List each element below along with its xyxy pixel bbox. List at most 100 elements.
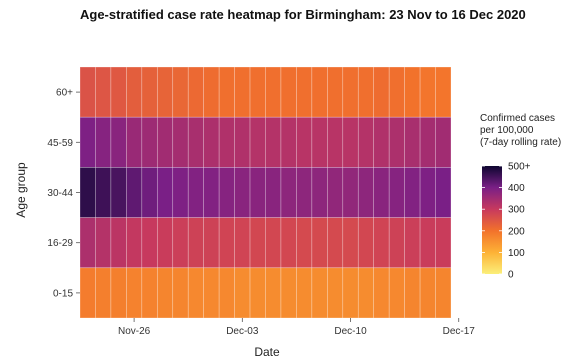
heatmap-cell [126,66,143,118]
heatmap-cell [126,217,143,269]
heatmap-cell [218,167,235,218]
heatmap-cell [172,267,189,319]
heatmap-cell [79,167,96,218]
heatmap-cell [280,66,297,118]
heatmap-cell [187,167,204,218]
heatmap-cell [435,267,452,319]
legend-label: 300 [508,205,525,216]
heatmap-cell [311,167,328,218]
heatmap-cell [296,167,313,218]
heatmap-cell [172,116,189,168]
heatmap-cell [110,116,127,168]
legend-label: 100 [508,248,525,259]
heatmap-cell [95,267,112,319]
heatmap-cell [357,167,375,218]
heatmap-cell [249,66,266,118]
chart-title: Age-stratified case rate heatmap for Bir… [80,7,526,22]
heatmap-cell [95,217,112,269]
heatmap-cell [141,167,158,218]
y-tick-label: 30-44 [47,188,73,199]
heatmap-cell [156,66,174,118]
heatmap-cell [234,217,251,269]
heatmap-cell [373,267,390,319]
y-tick-label: 16-29 [47,238,73,249]
heatmap-cell [203,116,220,168]
heatmap-cell [357,267,375,319]
heatmap-cell [280,167,297,218]
heatmap-cells [79,66,452,319]
legend-title-line: Confirmed cases [480,113,555,124]
heatmap-cell [110,267,127,319]
heatmap-cell [311,116,328,168]
heatmap-cell [311,217,328,269]
heatmap-cell [404,167,421,218]
heatmap-cell [156,217,174,269]
heatmap-cell [234,116,251,168]
heatmap-cell [79,267,96,319]
heatmap-cell [203,217,220,269]
legend-labels: 500+ 400 300 200 100 0 [482,162,531,281]
heatmap-cell [110,217,127,269]
x-axis-ticks: Nov-26 Dec-03 Dec-10 Dec-17 [118,318,475,337]
heatmap-cell [404,217,421,269]
heatmap-cell [141,267,158,319]
heatmap-cell [388,116,405,168]
heatmap-cell [265,116,282,168]
legend-label: 0 [508,270,514,281]
heatmap-cell [419,167,436,218]
heatmap-cell [327,167,344,218]
heatmap-cell [357,116,375,168]
heatmap-cell [110,167,127,218]
heatmap-cell [156,116,174,168]
y-tick-label: 60+ [56,88,73,99]
heatmap-cell [187,116,204,168]
heatmap-cell [156,167,174,218]
heatmap-cell [141,116,158,168]
heatmap-cell [234,66,251,118]
heatmap-cell [388,217,405,269]
legend-color-bar [482,166,502,274]
heatmap-cell [419,267,436,319]
heatmap-cell [265,267,282,319]
heatmap-cell [126,267,143,319]
heatmap-cell [327,66,344,118]
heatmap-cell [79,116,96,168]
heatmap-cell [141,217,158,269]
heatmap-cell [126,167,143,218]
heatmap-cell [419,217,436,269]
heatmap-cell [435,217,452,269]
heatmap-cell [357,217,375,269]
heatmap-cell [435,66,452,118]
heatmap-cell [95,167,112,218]
heatmap-cell [388,267,405,319]
heatmap-cell [249,267,266,319]
heatmap-cell [280,267,297,319]
heatmap-cell [404,116,421,168]
heatmap-cell [296,267,313,319]
heatmap-cell [249,167,266,218]
heatmap-cell [172,66,189,118]
y-tick-label: 0-15 [53,288,73,299]
heatmap-cell [327,267,344,319]
heatmap-cell [79,217,96,269]
y-tick-label: 45-59 [47,138,73,149]
heatmap-cell [249,116,266,168]
heatmap-cell [342,66,359,118]
heatmap-cell [110,66,127,118]
x-tick-label: Dec-17 [443,326,476,337]
heatmap-cell [419,116,436,168]
heatmap-cell [419,66,436,118]
heatmap-cell [187,267,204,319]
heatmap-cell [435,116,452,168]
heatmap-cell [187,66,204,118]
x-tick-label: Dec-03 [226,326,259,337]
legend-title-line: (7-day rolling rate) [480,137,561,148]
heatmap-cell [373,167,390,218]
heatmap-cell [404,66,421,118]
heatmap-cell [218,66,235,118]
heatmap-cell [218,267,235,319]
legend-label: 200 [508,226,525,237]
heatmap-cell [280,116,297,168]
heatmap-cell [234,267,251,319]
legend-label: 500+ [508,162,531,173]
